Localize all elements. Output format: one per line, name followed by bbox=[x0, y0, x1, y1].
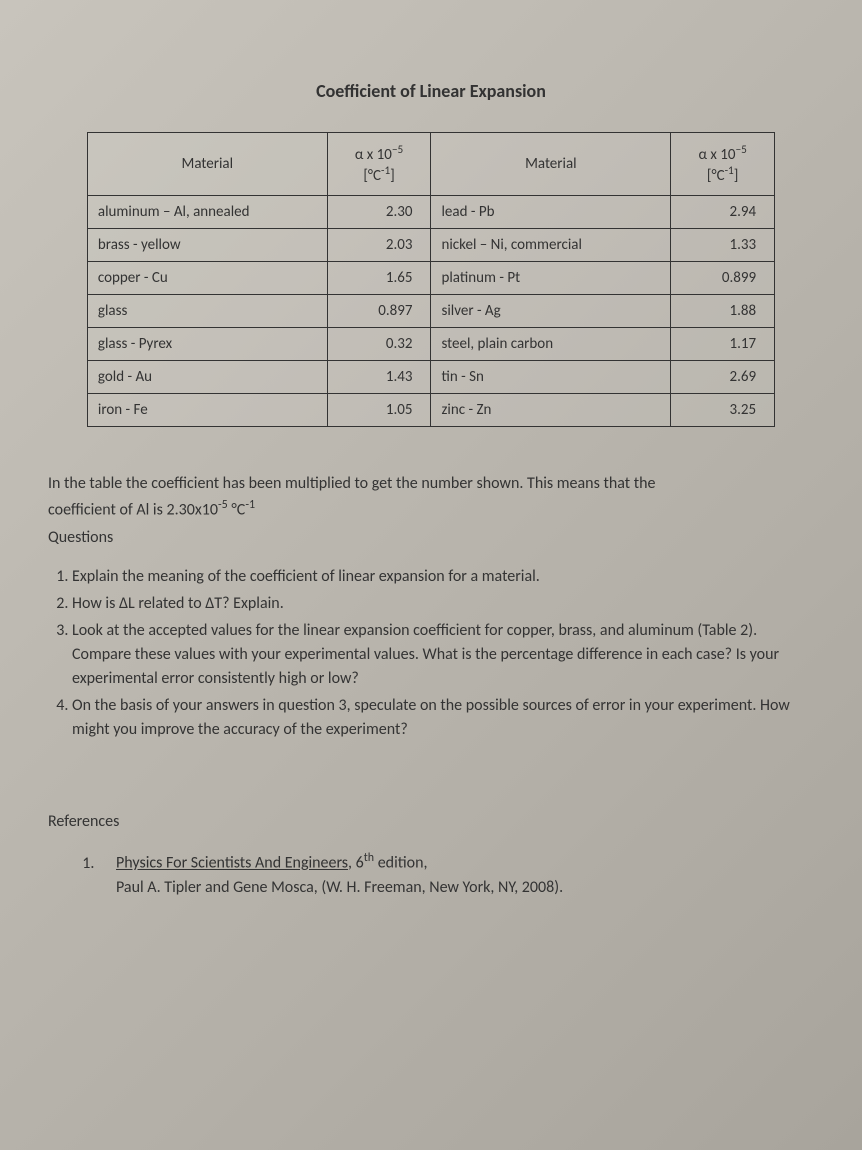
references-label: References bbox=[40, 812, 822, 831]
table-row: gold - Au1.43tin - Sn2.69 bbox=[87, 361, 774, 394]
material-cell: iron - Fe bbox=[87, 394, 327, 427]
material-cell: tin - Sn bbox=[431, 361, 671, 394]
table-header-row: Material α x 10−5 [°C-1] Material α x 10… bbox=[87, 133, 774, 196]
value-cell: 1.43 bbox=[327, 361, 431, 394]
book-title: Physics For Scientists And Engineers bbox=[116, 854, 348, 873]
material-cell: aluminum – Al, annealed bbox=[87, 196, 327, 229]
value-cell: 0.32 bbox=[327, 328, 431, 361]
table-row: glass0.897silver - Ag1.88 bbox=[87, 295, 774, 328]
value-cell: 2.94 bbox=[671, 196, 775, 229]
value-cell: 1.33 bbox=[671, 229, 775, 262]
question-item: On the basis of your answers in question… bbox=[72, 694, 802, 742]
question-item: Look at the accepted values for the line… bbox=[72, 619, 802, 691]
questions-label: Questions bbox=[40, 528, 822, 547]
reference-item: Physics For Scientists And Engineers, 6t… bbox=[98, 849, 802, 899]
table-row: aluminum – Al, annealed2.30lead - Pb2.94 bbox=[87, 196, 774, 229]
material-cell: gold - Au bbox=[87, 361, 327, 394]
value-cell: 3.25 bbox=[671, 394, 775, 427]
material-cell: lead - Pb bbox=[431, 196, 671, 229]
value-cell: 0.897 bbox=[327, 295, 431, 328]
value-cell: 1.17 bbox=[671, 328, 775, 361]
question-item: Explain the meaning of the coefficient o… bbox=[72, 565, 802, 589]
material-cell: copper - Cu bbox=[87, 262, 327, 295]
table-row: brass - yellow2.03nickel – Ni, commercia… bbox=[87, 229, 774, 262]
table-row: copper - Cu1.65platinum - Pt0.899 bbox=[87, 262, 774, 295]
value-cell: 1.88 bbox=[671, 295, 775, 328]
header-material-1: Material bbox=[87, 133, 327, 196]
material-cell: nickel – Ni, commercial bbox=[431, 229, 671, 262]
material-cell: glass bbox=[87, 295, 327, 328]
page-title: Coefficient of Linear Expansion bbox=[40, 80, 822, 102]
material-cell: platinum - Pt bbox=[431, 262, 671, 295]
material-cell: brass - yellow bbox=[87, 229, 327, 262]
references-list: Physics For Scientists And Engineers, 6t… bbox=[40, 849, 822, 899]
table-row: iron - Fe1.05zinc - Zn3.25 bbox=[87, 394, 774, 427]
value-cell: 0.899 bbox=[671, 262, 775, 295]
header-material-2: Material bbox=[431, 133, 671, 196]
value-cell: 2.30 bbox=[327, 196, 431, 229]
expansion-table: Material α x 10−5 [°C-1] Material α x 10… bbox=[87, 132, 775, 427]
material-cell: silver - Ag bbox=[431, 295, 671, 328]
header-value-1: α x 10−5 [°C-1] bbox=[327, 133, 431, 196]
material-cell: steel, plain carbon bbox=[431, 328, 671, 361]
explanation-text: In the table the coefficient has been mu… bbox=[40, 472, 822, 522]
question-item: How is ΔL related to ΔT? Explain. bbox=[72, 592, 802, 616]
material-cell: glass - Pyrex bbox=[87, 328, 327, 361]
table-row: glass - Pyrex0.32steel, plain carbon1.17 bbox=[87, 328, 774, 361]
value-cell: 1.65 bbox=[327, 262, 431, 295]
value-cell: 2.03 bbox=[327, 229, 431, 262]
value-cell: 1.05 bbox=[327, 394, 431, 427]
header-value-2: α x 10−5 [°C-1] bbox=[671, 133, 775, 196]
questions-list: Explain the meaning of the coefficient o… bbox=[40, 565, 822, 742]
value-cell: 2.69 bbox=[671, 361, 775, 394]
material-cell: zinc - Zn bbox=[431, 394, 671, 427]
